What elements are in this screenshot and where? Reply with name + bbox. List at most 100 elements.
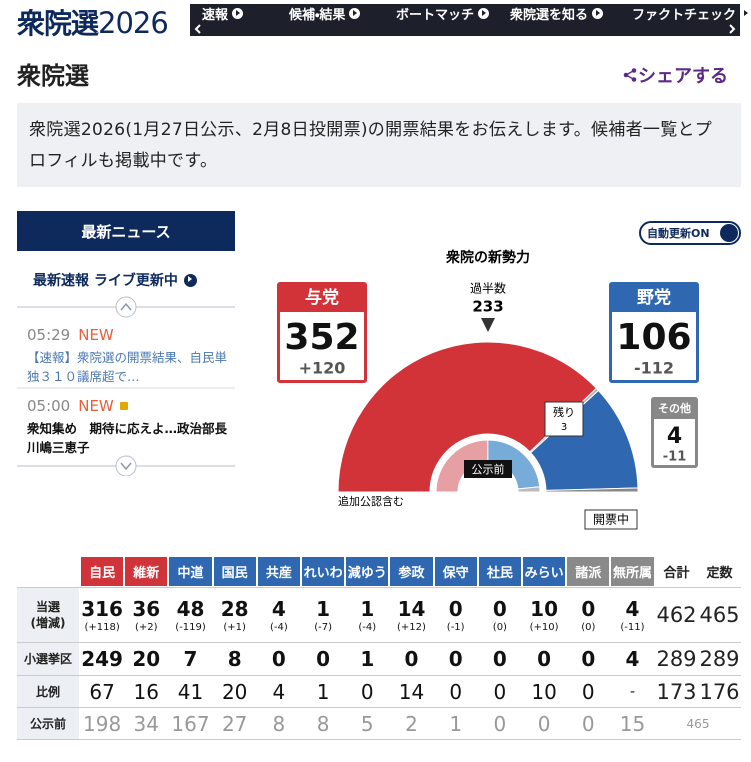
- seat-change: (0): [581, 621, 596, 633]
- news-meta: 05:29 NEW: [27, 326, 114, 344]
- seat-change: (0): [492, 621, 507, 633]
- logo-year: 2026: [98, 6, 169, 40]
- auto-update-toggle[interactable]: 自動更新ON: [639, 221, 741, 245]
- table-cell: 0 (-1): [434, 588, 478, 642]
- table-cell: 27: [213, 708, 257, 739]
- row-label-text: 小選挙区: [23, 652, 72, 666]
- table-cell: 0: [389, 643, 433, 675]
- party-header: 自民: [81, 557, 124, 586]
- table-cell: 1: [301, 676, 345, 707]
- table-cell: 7: [168, 643, 212, 675]
- arrow-icon: [183, 273, 197, 287]
- nav-link[interactable]: ファクトチェック: [632, 4, 751, 23]
- nav-next[interactable]: [728, 24, 736, 34]
- news-headline[interactable]: 【速報】衆院選の開票結果、自民単独３１０議席超で…: [27, 350, 228, 384]
- arrow-icon: [592, 7, 604, 19]
- table-cell: 0: [522, 708, 566, 739]
- remaining-box: [544, 401, 584, 437]
- bloc-seats: 106: [616, 317, 691, 358]
- party-header: 中道: [169, 557, 212, 586]
- seat-value: 4: [625, 596, 640, 621]
- news-tag: NEW: [78, 397, 114, 415]
- seat-value: 36: [132, 596, 161, 621]
- seat-value: 20: [132, 647, 161, 671]
- seat-value: 28: [220, 596, 249, 621]
- majority-value: 233: [472, 298, 503, 316]
- row-rule: [17, 675, 741, 676]
- table-cell: 67: [80, 676, 124, 707]
- table-cell: 4: [257, 676, 301, 707]
- seat-value: 249: [81, 647, 123, 671]
- seat-value: 7: [183, 647, 198, 671]
- remaining-label: 残り: [553, 405, 575, 419]
- table-cell: 36 (+2): [124, 588, 168, 642]
- status-box: [584, 509, 638, 530]
- bloc-seats: 4: [667, 424, 682, 449]
- nav-bar: 速報 候補・結果 ボートマッチ 衆院選を知る ファクトチェック: [190, 4, 751, 36]
- seat-value: 167: [171, 711, 210, 736]
- party-header: 参政: [390, 557, 433, 586]
- share-button[interactable]: シェアする: [622, 62, 728, 88]
- seat-value: 10: [531, 679, 557, 704]
- seat-value: 1: [449, 711, 463, 736]
- nav-link[interactable]: 速報: [202, 4, 244, 23]
- nav-link[interactable]: 衆院選を知る: [510, 4, 604, 23]
- total-cell: 465: [686, 716, 710, 731]
- fixed-cell: 465: [699, 603, 740, 627]
- row-rule: [17, 739, 741, 740]
- seat-value: 48: [176, 596, 205, 621]
- table-cell: 8: [301, 708, 345, 739]
- bloc-change: -112: [634, 359, 674, 378]
- row-rule: [17, 707, 741, 708]
- nav-link[interactable]: 候補・結果: [289, 4, 361, 23]
- seat-value: 0: [492, 647, 507, 671]
- seat-value: 0: [316, 647, 331, 671]
- toggle-knob: [720, 224, 738, 242]
- table-cell: 0 (0): [478, 588, 522, 642]
- nav-label: 速報: [202, 7, 229, 23]
- table-cell: 20: [124, 643, 168, 675]
- bloc-seats: 352: [284, 317, 359, 358]
- arrow-icon: [232, 7, 244, 19]
- logo[interactable]: 衆院選2026: [17, 2, 169, 42]
- seat-change: (-1): [446, 621, 465, 633]
- seat-value: 8: [316, 711, 330, 736]
- seat-value: 0: [581, 679, 595, 704]
- table-cell: 4 (-11): [610, 588, 654, 642]
- seat-value: 198: [83, 711, 122, 736]
- seat-change: (-11): [620, 621, 645, 633]
- nav-label: ファクトチェック: [632, 7, 737, 23]
- table-cell: 0: [478, 676, 522, 707]
- table-cell: 14: [389, 676, 433, 707]
- row-rule: [17, 642, 741, 643]
- table-cell: 8: [213, 643, 257, 675]
- table-cell: 2: [389, 708, 433, 739]
- chart-note: 追加公認含む: [338, 494, 404, 508]
- remaining-value: 3: [561, 422, 567, 433]
- total-cell: 462: [656, 603, 697, 627]
- seat-change: (+10): [529, 621, 559, 633]
- seat-value: 34: [133, 711, 159, 736]
- table-cell: 1 (-4): [345, 588, 389, 642]
- table-cell: 0: [522, 643, 566, 675]
- nav-prev[interactable]: [194, 24, 202, 34]
- page-title: 衆院選: [17, 62, 89, 90]
- arrow-icon: [478, 7, 490, 19]
- table-cell: 0: [566, 676, 610, 707]
- table-cell: 20: [213, 676, 257, 707]
- table-cell: 0: [257, 643, 301, 675]
- seat-value: 0: [581, 711, 595, 736]
- seat-value: 1: [316, 679, 330, 704]
- nav-link[interactable]: ボートマッチ: [396, 4, 490, 23]
- seat-value: 15: [619, 711, 646, 736]
- seat-value: 1: [316, 596, 331, 621]
- status-label: 開票中: [593, 512, 629, 527]
- table-cell: 0: [566, 643, 610, 675]
- bloc-name: その他: [658, 401, 691, 415]
- seat-value: 0: [449, 679, 463, 704]
- seat-value: 4: [625, 647, 640, 671]
- row-label-text: 当選: [35, 600, 60, 614]
- table-cell: 316 (+118): [80, 588, 124, 642]
- live-link[interactable]: 最新速報 ライブ更新中: [33, 270, 197, 290]
